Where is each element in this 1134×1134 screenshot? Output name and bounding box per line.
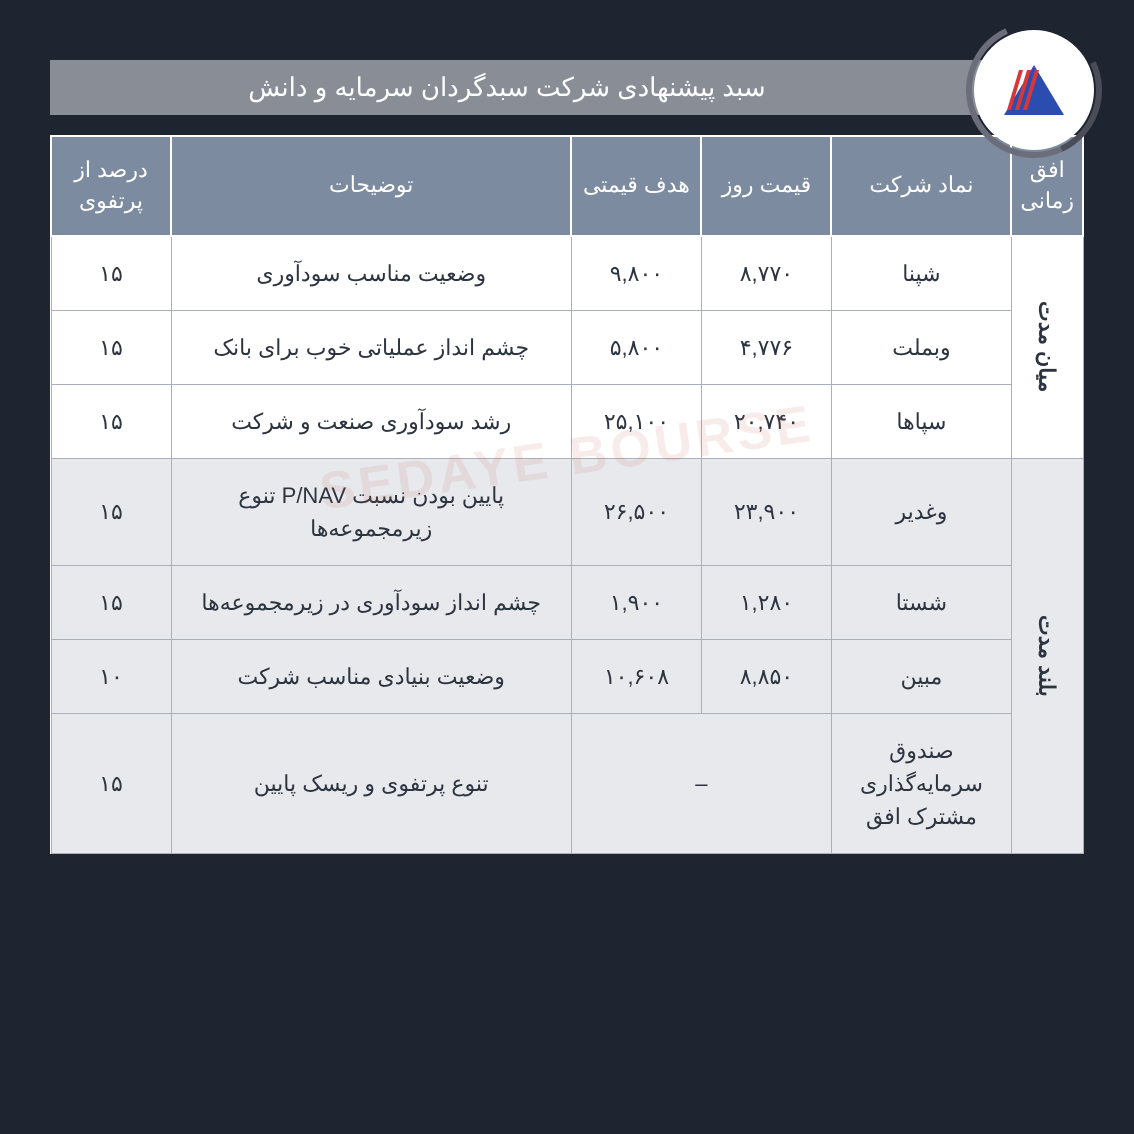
header-row: سبد پیشنهادی شرکت سبدگردان سرمایه و دانش <box>50 60 1084 115</box>
cell-day-price: ۴,۷۷۶ <box>701 310 831 384</box>
horizon-label: میان مدت <box>1011 236 1083 459</box>
cell-description: پایین بودن نسبت P/NAV تنوع زیرمجموعه‌ها <box>171 458 571 565</box>
cell-day-price: ۲۰,۷۴۰ <box>701 384 831 458</box>
cell-symbol: شپنا <box>831 236 1011 311</box>
cell-day-price: ۲۳,۹۰۰ <box>701 458 831 565</box>
col-header-description: توضیحات <box>171 136 571 236</box>
table-row: سپاها۲۰,۷۴۰۲۵,۱۰۰رشد سودآوری صنعت و شرکت… <box>51 384 1083 458</box>
cell-target-price: ۵,۸۰۰ <box>571 310 701 384</box>
portfolio-table-container: SEDAYE BOURSE افق زمانی نماد شرکت قیمت ر… <box>50 135 1084 854</box>
table-row: میان مدتشپنا۸,۷۷۰۹,۸۰۰وضعیت مناسب سودآور… <box>51 236 1083 311</box>
page-title: سبد پیشنهادی شرکت سبدگردان سرمایه و دانش <box>50 60 1084 115</box>
cell-day-price: ۸,۸۵۰ <box>701 639 831 713</box>
cell-price-merged: – <box>571 713 831 853</box>
cell-target-price: ۲۵,۱۰۰ <box>571 384 701 458</box>
col-header-target-price: هدف قیمتی <box>571 136 701 236</box>
cell-target-price: ۱,۹۰۰ <box>571 565 701 639</box>
col-header-pct: درصد از پرتفوی <box>51 136 171 236</box>
table-row: وبملت۴,۷۷۶۵,۸۰۰چشم انداز عملیاتی خوب برا… <box>51 310 1083 384</box>
cell-description: چشم انداز عملیاتی خوب برای بانک <box>171 310 571 384</box>
logo <box>974 30 1094 150</box>
cell-pct: ۱۵ <box>51 236 171 311</box>
cell-target-price: ۱۰,۶۰۸ <box>571 639 701 713</box>
cell-pct: ۱۰ <box>51 639 171 713</box>
portfolio-table: افق زمانی نماد شرکت قیمت روز هدف قیمتی ت… <box>50 135 1084 854</box>
cell-pct: ۱۵ <box>51 565 171 639</box>
table-row: شستا۱,۲۸۰۱,۹۰۰چشم انداز سودآوری در زیرمج… <box>51 565 1083 639</box>
table-row: مبین۸,۸۵۰۱۰,۶۰۸وضعیت بنیادی مناسب شرکت۱۰ <box>51 639 1083 713</box>
cell-symbol: سپاها <box>831 384 1011 458</box>
cell-description: وضعیت بنیادی مناسب شرکت <box>171 639 571 713</box>
cell-pct: ۱۵ <box>51 384 171 458</box>
cell-target-price: ۹,۸۰۰ <box>571 236 701 311</box>
cell-description: وضعیت مناسب سودآوری <box>171 236 571 311</box>
table-row: بلند مدتوغدیر۲۳,۹۰۰۲۶,۵۰۰پایین بودن نسبت… <box>51 458 1083 565</box>
cell-pct: ۱۵ <box>51 713 171 853</box>
cell-symbol: مبین <box>831 639 1011 713</box>
cell-symbol: وغدیر <box>831 458 1011 565</box>
cell-symbol: صندوق سرمایه‌گذاری مشترک افق <box>831 713 1011 853</box>
col-header-symbol: نماد شرکت <box>831 136 1011 236</box>
cell-target-price: ۲۶,۵۰۰ <box>571 458 701 565</box>
cell-pct: ۱۵ <box>51 310 171 384</box>
cell-symbol: شستا <box>831 565 1011 639</box>
table-body: میان مدتشپنا۸,۷۷۰۹,۸۰۰وضعیت مناسب سودآور… <box>51 236 1083 854</box>
table-row: صندوق سرمایه‌گذاری مشترک افق–تنوع پرتفوی… <box>51 713 1083 853</box>
cell-day-price: ۱,۲۸۰ <box>701 565 831 639</box>
table-header-row: افق زمانی نماد شرکت قیمت روز هدف قیمتی ت… <box>51 136 1083 236</box>
cell-description: تنوع پرتفوی و ریسک پایین <box>171 713 571 853</box>
col-header-day-price: قیمت روز <box>701 136 831 236</box>
cell-description: رشد سودآوری صنعت و شرکت <box>171 384 571 458</box>
cell-description: چشم انداز سودآوری در زیرمجموعه‌ها <box>171 565 571 639</box>
logo-triangle-icon <box>999 60 1069 120</box>
cell-day-price: ۸,۷۷۰ <box>701 236 831 311</box>
horizon-label: بلند مدت <box>1011 458 1083 853</box>
cell-symbol: وبملت <box>831 310 1011 384</box>
cell-pct: ۱۵ <box>51 458 171 565</box>
